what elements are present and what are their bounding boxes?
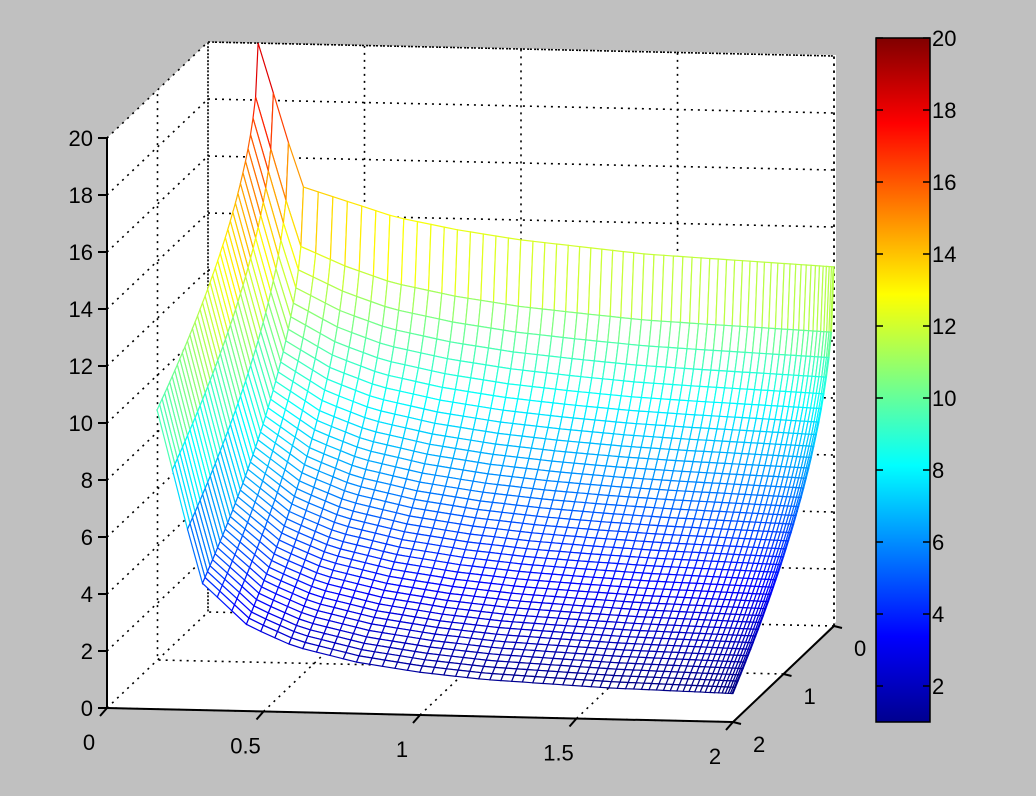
z-tick-label: 16 [69, 240, 93, 265]
z-tick-label: 6 [81, 525, 93, 550]
x-tick-label: 2 [709, 744, 721, 769]
z-tick-label: 0 [81, 696, 93, 721]
x-tick-label: 1 [396, 737, 408, 762]
x-tick-label: 0 [83, 730, 95, 755]
x-tick-label: 1.5 [543, 741, 574, 766]
y-tick-label: 1 [804, 684, 816, 709]
z-tick-label: 12 [69, 354, 93, 379]
colorbar-tick-label: 16 [932, 170, 956, 195]
colorbar-tick-label: 4 [932, 602, 944, 627]
y-tick-label: 2 [753, 732, 765, 757]
surface-mesh [156, 42, 835, 695]
y-tick-label: 0 [854, 636, 866, 661]
z-tick-label: 18 [69, 183, 93, 208]
grid-line [106, 42, 209, 709]
x-tick-mark [725, 721, 734, 731]
colorbar-tick-label: 18 [932, 98, 956, 123]
x-tick-label: 0.5 [230, 734, 261, 759]
grid-line [419, 49, 522, 716]
y-tick-mark [783, 673, 792, 677]
colorbar-tick-label: 14 [932, 242, 956, 267]
grid-line [575, 52, 679, 720]
x-tick-mark [99, 707, 108, 717]
z-tick-label: 10 [69, 411, 93, 436]
z-tick-label: 14 [69, 297, 93, 322]
z-tick-label: 2 [81, 639, 93, 664]
z-tick-label: 20 [69, 126, 93, 151]
colorbar-ticks: 2 4 6 8 10 12 14 16 18 20 [876, 26, 956, 699]
colorbar-tick-label: 2 [932, 674, 944, 699]
x-tick-mark [412, 714, 421, 724]
z-axis-ticks: 0 2 4 6 8 10 12 14 16 18 20 [69, 126, 107, 721]
colorbar-tick-label: 20 [932, 26, 956, 51]
z-tick-label: 4 [81, 582, 93, 607]
colorbar-tick-label: 10 [932, 386, 956, 411]
colorbar-gradient [875, 37, 931, 723]
x-axis-ticks: 0 0.5 1 1.5 2 [83, 707, 734, 769]
y-tick-mark [833, 625, 843, 629]
colorbar-tick-label: 6 [932, 530, 944, 555]
colorbar-tick-label: 12 [932, 314, 956, 339]
y-tick-mark [732, 721, 742, 725]
colorbar-tick-label: 8 [932, 458, 944, 483]
x-tick-mark [255, 710, 265, 721]
colorbar: 2 4 6 8 10 12 14 16 18 20 [875, 26, 956, 723]
y-axis-ticks: 0 1 2 [732, 625, 866, 757]
grid-line [207, 41, 835, 626]
x-tick-mark [568, 717, 578, 728]
z-tick-label: 8 [81, 468, 93, 493]
surface-cell [731, 686, 737, 695]
